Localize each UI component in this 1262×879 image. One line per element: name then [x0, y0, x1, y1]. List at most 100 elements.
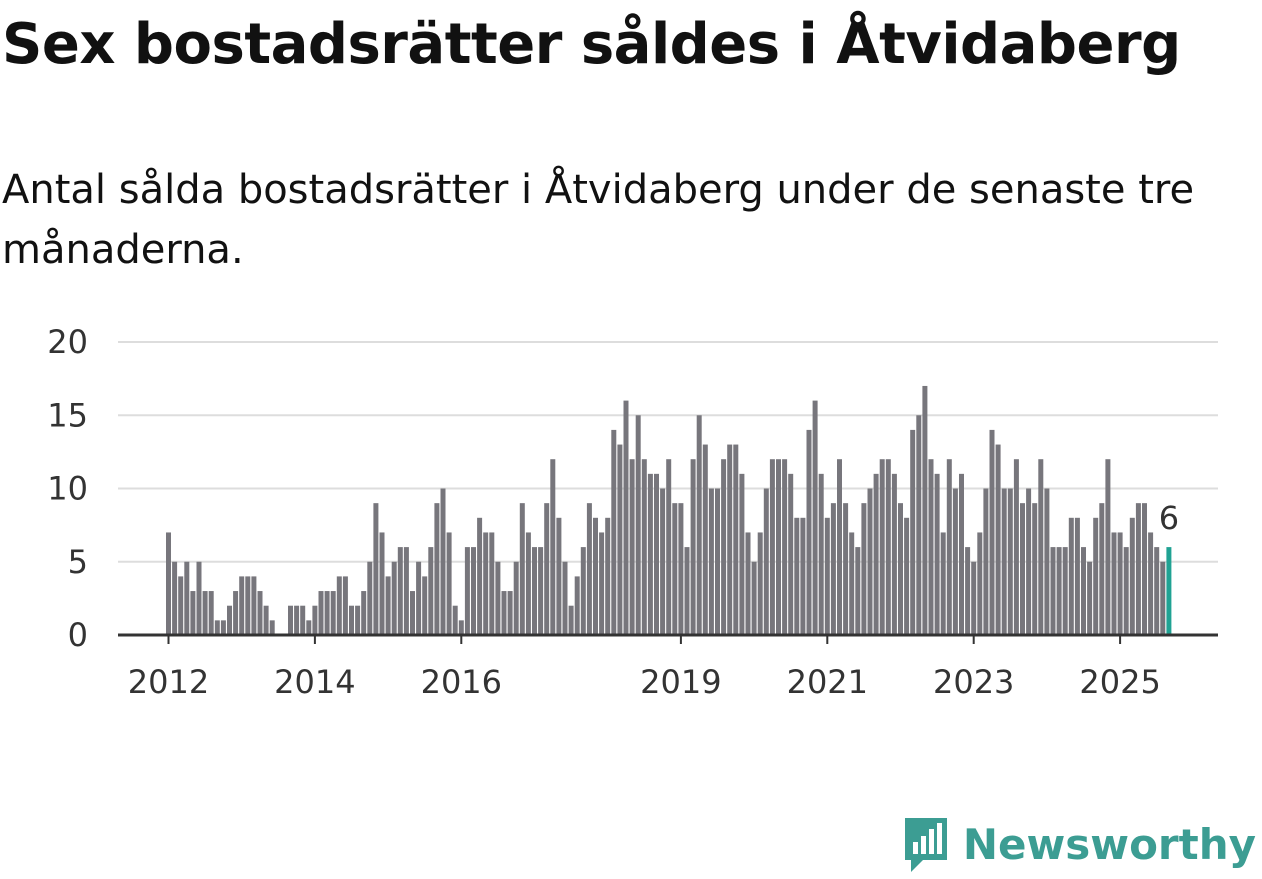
bar: [629, 459, 635, 635]
bar: [574, 576, 580, 635]
bar: [1032, 503, 1038, 635]
bar: [342, 576, 348, 635]
bar: [611, 429, 617, 635]
bar: [605, 517, 611, 635]
bar: [806, 429, 812, 635]
bar: [721, 459, 727, 635]
bar: [269, 620, 275, 635]
bar: [934, 473, 940, 635]
highlight-bar: [1166, 547, 1172, 635]
bar: [940, 532, 946, 635]
bar: [1013, 459, 1019, 635]
bar: [843, 503, 849, 635]
y-tick-label: 20: [47, 323, 88, 361]
bar: [715, 488, 720, 635]
bar: [928, 459, 934, 635]
chart-subtitle: Antal sålda bostadsrätter i Åtvidaberg u…: [2, 167, 1195, 273]
bar: [208, 591, 214, 635]
bar: [971, 561, 977, 635]
bar: [513, 561, 519, 635]
bar: [1062, 547, 1068, 635]
bar: [532, 547, 537, 635]
bar: [507, 591, 513, 635]
bar: [1099, 503, 1105, 635]
y-tick-label: 10: [47, 470, 88, 508]
bar: [1026, 488, 1032, 635]
bar: [769, 459, 775, 635]
x-tick-label: 2021: [787, 663, 868, 701]
bar: [678, 503, 684, 635]
bar: [891, 473, 897, 635]
bar: [873, 473, 879, 635]
bar: [190, 591, 196, 635]
bar: [593, 517, 598, 635]
bar: [239, 576, 245, 635]
bar: [684, 547, 690, 635]
bar: [471, 547, 476, 635]
bar: [233, 591, 239, 635]
bar: [776, 459, 781, 635]
bar: [763, 488, 769, 635]
bar: [428, 547, 434, 635]
bar: [654, 473, 659, 635]
bar: [495, 561, 501, 635]
bar: [867, 488, 873, 635]
bar: [580, 547, 586, 635]
bar: [464, 547, 470, 635]
bar: [672, 503, 678, 635]
bar: [1050, 547, 1056, 635]
bar: [544, 503, 550, 635]
y-tick-label: 0: [68, 616, 88, 654]
bar: [983, 488, 989, 635]
bar: [666, 459, 672, 635]
bar: [586, 503, 592, 635]
bar: [245, 576, 251, 635]
bar: [696, 415, 702, 635]
bar: [489, 532, 495, 635]
bar: [751, 561, 757, 635]
bar: [562, 561, 568, 635]
bar: [556, 517, 562, 635]
bar: [1001, 488, 1007, 635]
bar: [458, 620, 464, 635]
bar: [440, 488, 446, 635]
bar: [452, 605, 458, 635]
bar: [1074, 517, 1080, 635]
bar: [727, 444, 733, 635]
bar: [446, 532, 452, 635]
bar: [1093, 517, 1099, 635]
x-tick-label: 2016: [421, 663, 502, 701]
bar: [318, 591, 324, 635]
bar: [1148, 532, 1154, 635]
bar: [214, 620, 220, 635]
bar: [623, 400, 629, 635]
bar-chart: 0 5 10 15 20 6 2012 2014 2016 2019 2021 2023 2025: [47, 323, 1218, 701]
bar: [422, 576, 428, 635]
bar: [568, 605, 574, 635]
bar: [300, 605, 306, 635]
bar: [788, 473, 794, 635]
bar: [641, 459, 647, 635]
bar: [824, 517, 830, 635]
bar: [599, 532, 605, 635]
bar: [745, 532, 751, 635]
x-tick-label: 2012: [128, 663, 209, 701]
newsworthy-logo-icon: [904, 818, 947, 872]
bar: [1111, 532, 1117, 635]
bar: [739, 473, 745, 635]
bar: [227, 605, 232, 635]
bar: [1135, 503, 1141, 635]
bar: [519, 503, 525, 635]
bar: [172, 561, 178, 635]
chart-title: Sex bostadsrätter såldes i Åtvidaberg: [2, 12, 1181, 77]
bar: [733, 444, 739, 635]
bar: [635, 415, 641, 635]
bar: [184, 561, 190, 635]
bar: [1117, 532, 1123, 635]
bar: [1056, 547, 1062, 635]
bar: [379, 532, 385, 635]
bar: [989, 429, 995, 635]
bar: [324, 591, 330, 635]
bar: [416, 561, 422, 635]
logo-text: Newsworthy: [962, 819, 1256, 869]
